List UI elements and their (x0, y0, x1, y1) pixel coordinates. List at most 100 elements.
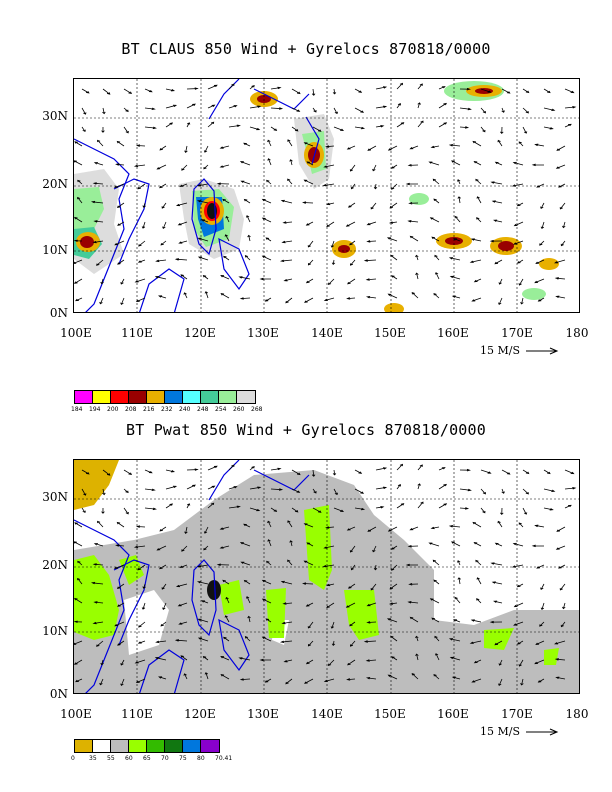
wind-arrow (349, 240, 356, 246)
wind-arrow (281, 240, 293, 244)
wind-arrow (161, 583, 167, 590)
wind-arrow (219, 145, 230, 149)
wind-arrow (534, 278, 545, 284)
wind-arrow (74, 522, 83, 528)
wind-arrow (261, 598, 272, 604)
wind-arrow (500, 507, 504, 516)
wind-arrow (116, 521, 125, 528)
wind-arrow (141, 221, 146, 229)
wind-arrow (311, 469, 316, 477)
wind-arrow (249, 486, 262, 490)
wind-arrow (372, 164, 377, 172)
wind-arrow (408, 582, 419, 586)
wind-arrow (539, 240, 545, 246)
wind-arrow (158, 676, 167, 680)
wind-arrow (543, 126, 554, 130)
wind-arrow (186, 503, 191, 509)
wind-arrow (345, 221, 356, 227)
wind-arrow (520, 678, 524, 686)
wind-arrow (175, 202, 188, 207)
wind-arrow (480, 507, 486, 514)
wind-arrow (224, 615, 230, 623)
wind-arrow (165, 104, 178, 109)
wind-arrow (448, 525, 461, 528)
legend-bottom (74, 739, 220, 753)
wind-arrow (433, 673, 440, 680)
wind-arrow (407, 545, 419, 548)
wind-arrow (225, 215, 230, 223)
wind-arrow (97, 520, 104, 528)
wind-arrow (540, 221, 545, 230)
wind-arrow (432, 559, 440, 566)
legend-swatch (129, 740, 147, 752)
wind-arrow (411, 292, 419, 299)
wind-arrow (247, 615, 251, 623)
wind-arrow (312, 488, 317, 494)
wind-arrow (178, 240, 188, 244)
wind-arrow (133, 164, 146, 168)
wind-arrow (123, 88, 133, 94)
wind-arrow (161, 202, 167, 209)
grid (74, 79, 579, 312)
wind-arrow (438, 86, 446, 90)
wind-arrow (159, 145, 167, 151)
wind-arrow (135, 525, 146, 528)
wind-arrow (434, 254, 440, 261)
wind-arrow (415, 254, 419, 261)
wind-arrow (96, 259, 104, 266)
legend-label: 80 (197, 755, 205, 762)
wind-arrow (391, 545, 398, 550)
wind-arrow (265, 237, 272, 242)
wind-arrow (243, 523, 251, 528)
wind-arrow (183, 292, 188, 299)
wind-arrow (93, 220, 104, 223)
wind-arrow (354, 107, 365, 113)
wind-arrow (196, 581, 209, 585)
wind-arrow (304, 678, 314, 684)
wind-arrow (196, 200, 209, 204)
wind-vectors (74, 463, 577, 687)
wind-arrow (123, 488, 129, 494)
wind-arrow (522, 88, 530, 94)
wind-arrow (387, 674, 398, 680)
wind-arrow (204, 291, 209, 299)
wind-arrow (349, 621, 356, 627)
wind-arrow (184, 526, 188, 534)
legend-swatch (111, 740, 129, 752)
wind-arrow (325, 526, 335, 529)
wind-arrow (180, 655, 188, 661)
wind-arrow (123, 126, 129, 134)
wind-arrow (99, 678, 104, 686)
wind-arrow (391, 183, 398, 190)
wind-arrow (536, 564, 545, 569)
wind-arrow (511, 183, 524, 187)
ylabel-30n: 30N (42, 109, 68, 123)
wind-arrow (417, 120, 424, 128)
wind-arrow (522, 488, 529, 495)
wind-arrow (476, 217, 482, 223)
wind-arrow (564, 88, 575, 94)
wind-arrow (201, 219, 209, 223)
wind-arrow (535, 640, 545, 645)
wind-arrow (472, 140, 482, 147)
wind-arrow (249, 507, 261, 512)
legend-label: 65 (143, 755, 151, 762)
wind-arrow (159, 183, 167, 189)
wind-arrow (388, 221, 398, 224)
wind-arrow (330, 240, 335, 248)
wind-arrow (417, 102, 421, 109)
wind-arrow (459, 87, 471, 91)
wind-arrow (539, 621, 545, 627)
legend-label: 0 (71, 755, 75, 762)
wind-arrow (267, 139, 272, 147)
legend-label: 260 (233, 406, 245, 413)
wind-arrow (558, 183, 566, 188)
wind-arrow (459, 126, 470, 129)
wind-arrow (512, 161, 524, 166)
wind-arrow (346, 145, 356, 150)
wind-arrow (90, 200, 104, 204)
wind-arrow (138, 621, 146, 628)
wind-arrow (165, 88, 176, 92)
wind-arrow (543, 107, 556, 111)
wind-arrow (291, 126, 299, 132)
